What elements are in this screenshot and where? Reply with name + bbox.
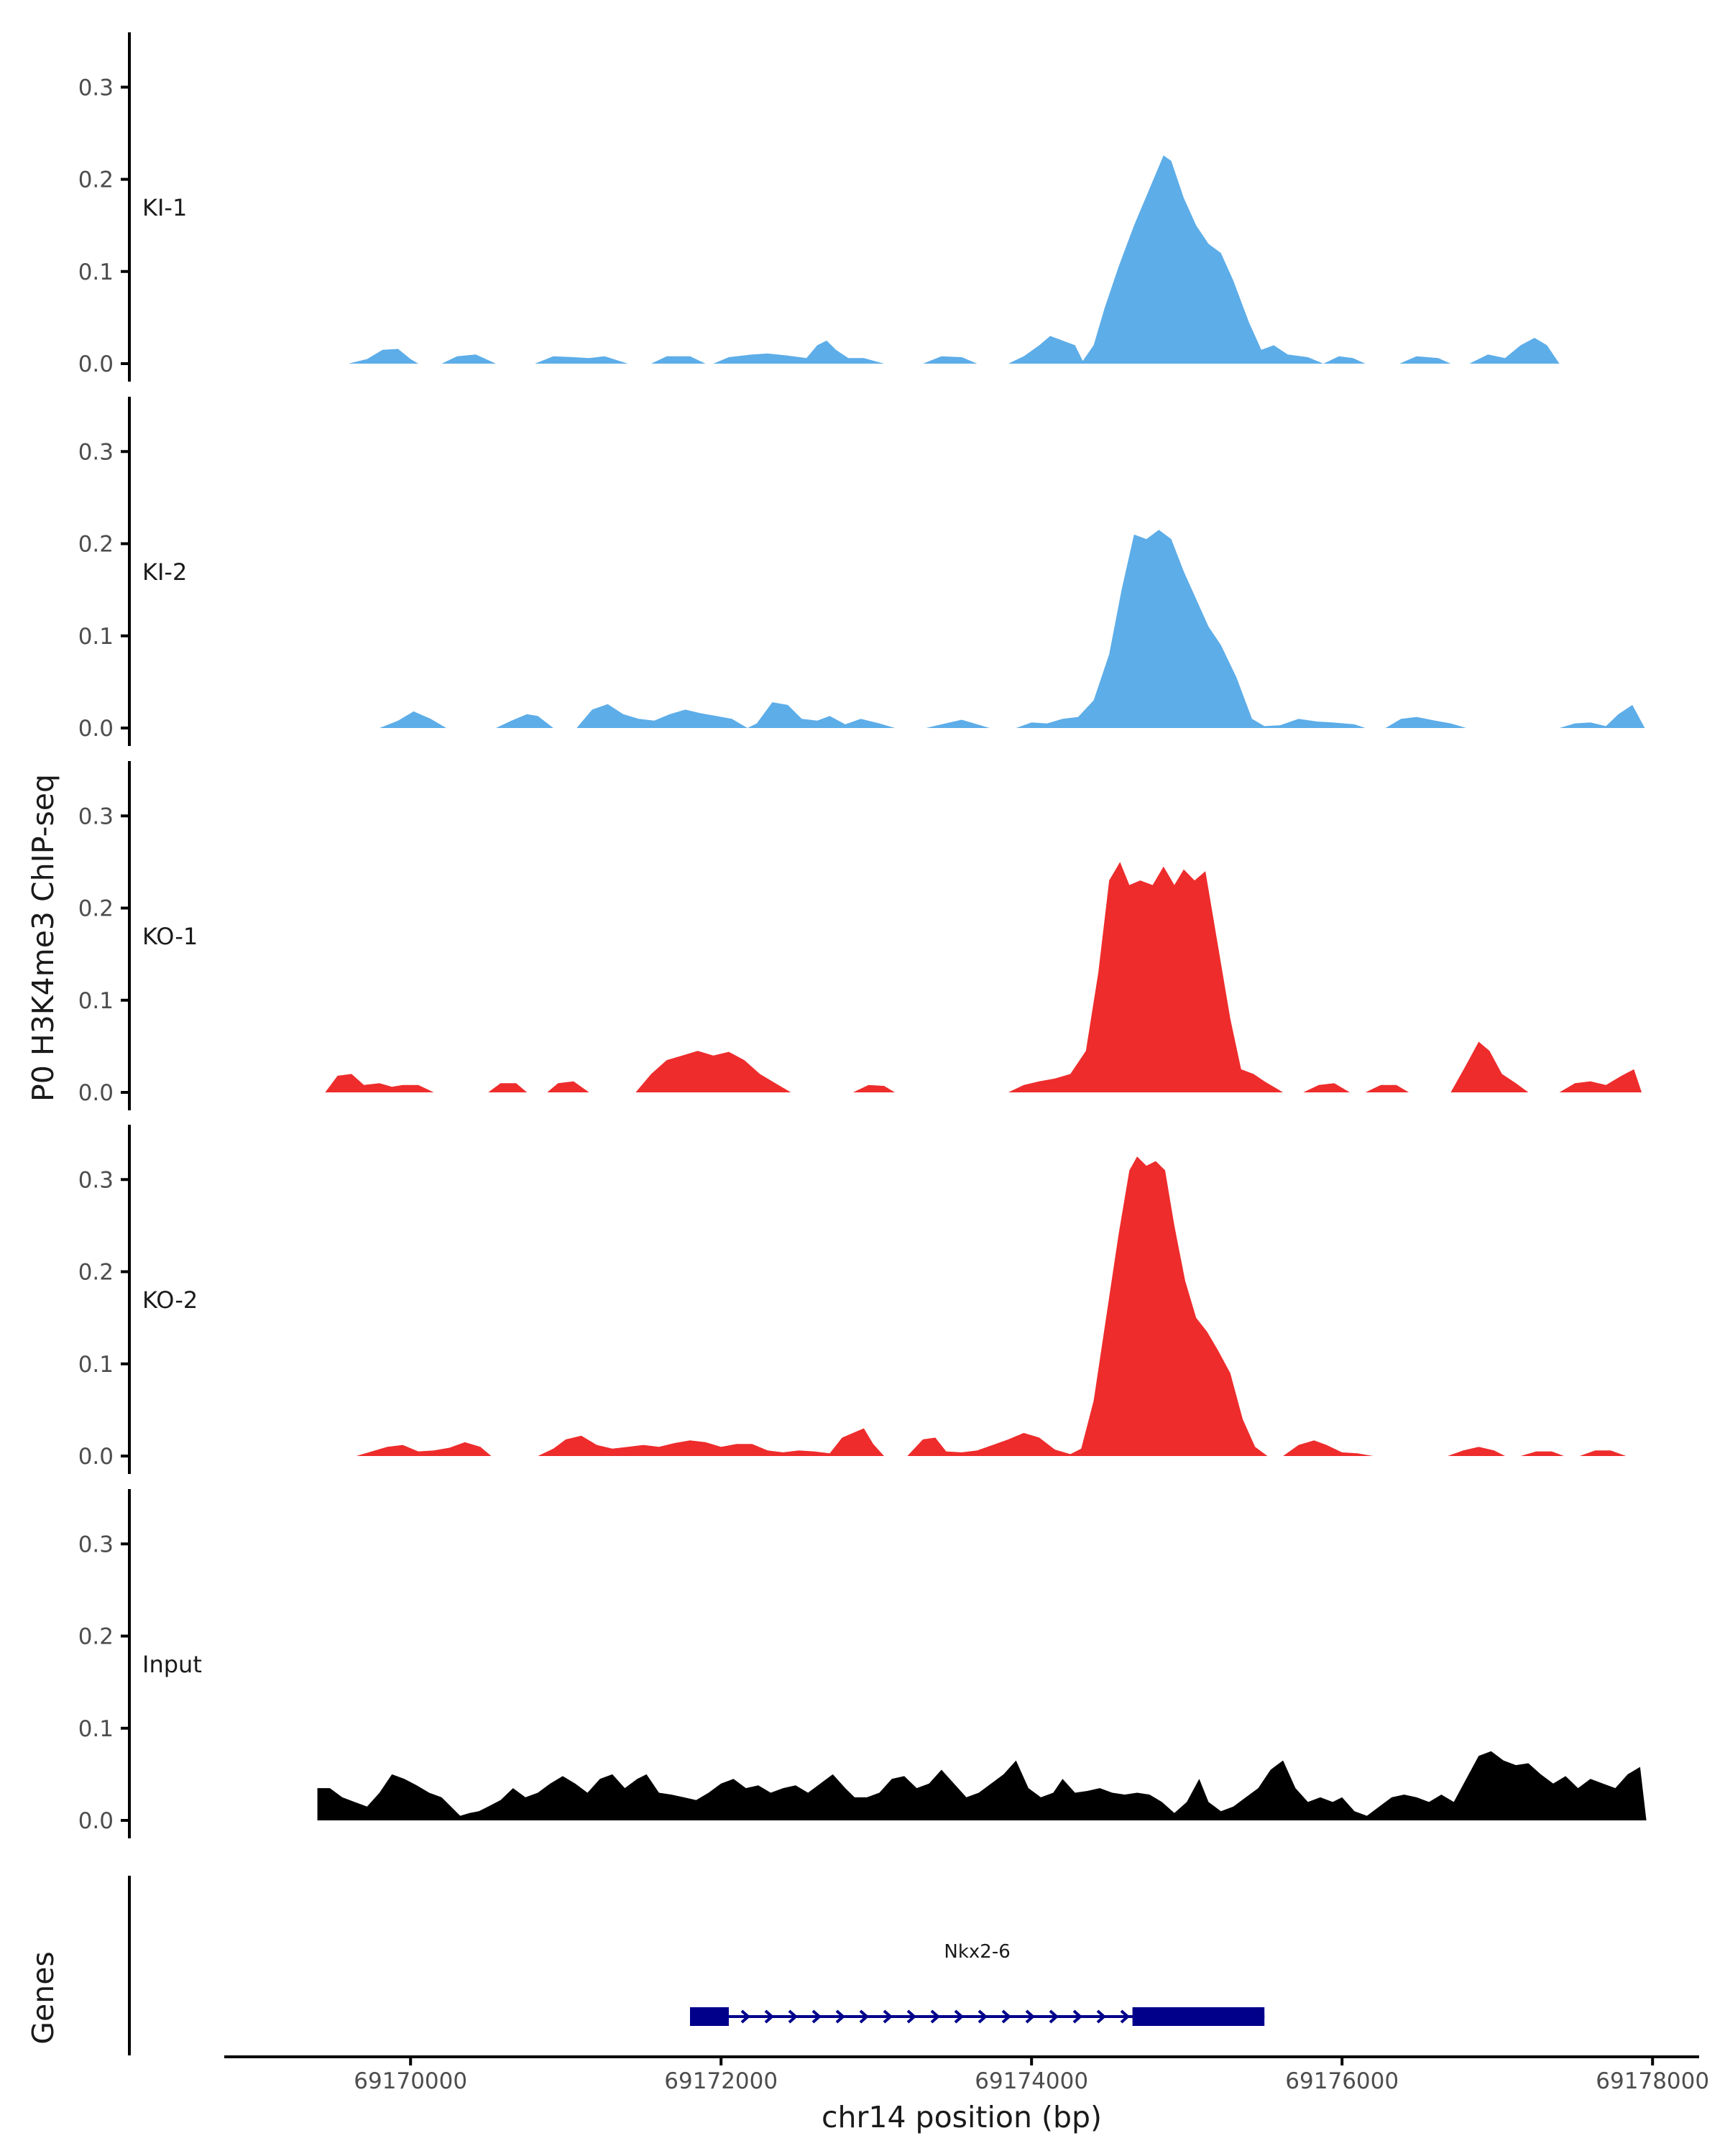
y-tick-label: 0.2 — [78, 1260, 114, 1286]
track-ko-1: 0.0 0.1 0.2 0.3 KO-1 — [78, 761, 1642, 1110]
track-ko-2: 0.0 0.1 0.2 0.3 KO-2 — [78, 1125, 1627, 1474]
y-tick-label: 0.0 — [78, 716, 114, 742]
strand-arrow-icon — [1049, 2009, 1059, 2024]
y-tick-label: 0.3 — [78, 803, 114, 829]
track-label-input: Input — [142, 1651, 202, 1678]
coverage-area-ko-2 — [1520, 1451, 1565, 1456]
y-tick-label: 0.0 — [78, 351, 114, 377]
x-tick-label: 69176000 — [1285, 2068, 1399, 2094]
coverage-area-ko-2 — [1283, 1440, 1374, 1456]
coverage-area-input — [317, 1751, 1647, 1820]
coverage-area-ki-1 — [713, 340, 884, 364]
coverage-area-ki-1 — [348, 349, 418, 364]
x-axis-title: chr14 position (bp) — [822, 2100, 1102, 2134]
track-ki-2: 0.0 0.1 0.2 0.3 KI-2 — [78, 397, 1645, 746]
strand-arrow-icon — [1001, 2009, 1012, 2024]
y-tick-label: 0.3 — [78, 1531, 114, 1557]
coverage-area-ko-1 — [325, 1074, 434, 1092]
coverage-area-ko-2 — [1579, 1450, 1627, 1456]
y-tick-label: 0.1 — [78, 988, 114, 1014]
gene-model — [690, 2007, 1265, 2026]
track-label-ki-2: KI-2 — [142, 558, 187, 586]
y-tick-label: 0.1 — [78, 624, 114, 650]
coverage-area-ki-1 — [1469, 338, 1560, 364]
gene-track: Nkx2-6 — [128, 1876, 1265, 2055]
y-tick-label: 0.3 — [78, 439, 114, 465]
x-tick-label: 69174000 — [975, 2068, 1088, 2094]
coverage-area-ki-1 — [441, 354, 496, 364]
gene-name-label: Nkx2-6 — [944, 1941, 1010, 1963]
strand-arrow-icon — [1120, 2009, 1131, 2024]
coverage-area-ko-1 — [1559, 1069, 1642, 1092]
genes-track-title: Genes — [26, 1951, 60, 2045]
y-tick-label: 0.0 — [78, 1444, 114, 1470]
coverage-area-ko-1 — [852, 1084, 896, 1092]
coverage-area-ki-2 — [926, 719, 990, 728]
coverage-area-ki-1 — [923, 356, 978, 364]
y-tick-label: 0.0 — [78, 1080, 114, 1106]
y-tick-label: 0.2 — [78, 1624, 114, 1650]
strand-arrow-icon — [1072, 2009, 1083, 2024]
track-input: 0.0 0.1 0.2 0.3 Input — [78, 1489, 1647, 1838]
coverage-area-ki-2 — [1385, 717, 1466, 728]
strand-arrow-icon — [764, 2009, 775, 2024]
coverage-area-ko-2 — [538, 1428, 884, 1456]
y-tick-label: 0.2 — [78, 896, 114, 922]
x-axis: 69170000 69172000 69174000 69176000 69178000… — [224, 2055, 1709, 2134]
strand-arrow-icon — [1096, 2009, 1107, 2024]
coverage-area-ko-1 — [1450, 1041, 1529, 1092]
coverage-area-ko-1 — [488, 1083, 528, 1092]
strand-arrow-icon — [954, 2009, 965, 2024]
track-label-ki-1: KI-1 — [142, 194, 187, 221]
strand-arrow-icon — [930, 2009, 941, 2024]
coverage-area-ki-1 — [1008, 155, 1366, 364]
y-axis-title: P0 H3K4me3 ChIP-seq — [26, 774, 60, 1102]
strand-arrow-icon — [906, 2009, 917, 2024]
y-tick-label: 0.0 — [78, 1808, 114, 1834]
strand-arrow-icon — [835, 2009, 846, 2024]
coverage-area-ki-2 — [1016, 530, 1366, 728]
coverage-area-ko-1 — [635, 1051, 791, 1092]
coverage-area-ki-2 — [380, 711, 446, 728]
coverage-area-ki-1 — [651, 356, 706, 364]
x-axis-ticks: 69170000 69172000 69174000 69176000 69178000 — [354, 2057, 1709, 2094]
x-tick-label: 69170000 — [354, 2068, 467, 2094]
strand-arrow-icon — [788, 2009, 799, 2024]
coverage-area-ko-2 — [356, 1442, 492, 1456]
strand-arrow-icon — [811, 2009, 822, 2024]
coverage-area-ko-1 — [547, 1081, 589, 1092]
coverage-area-ko-1 — [1303, 1083, 1350, 1092]
strand-arrow-icon — [978, 2009, 988, 2024]
track-ki-1: 0.0 0.1 0.2 0.3 KI-1 — [78, 32, 1560, 382]
y-tick-label: 0.1 — [78, 1716, 114, 1742]
coverage-area-ki-2 — [576, 702, 896, 728]
track-label-ko-1: KO-1 — [142, 923, 198, 950]
y-tick-label: 0.1 — [78, 259, 114, 285]
track-label-ko-2: KO-2 — [142, 1286, 198, 1314]
y-tick-label: 0.2 — [78, 532, 114, 558]
y-tick-label: 0.2 — [78, 167, 114, 193]
x-tick-label: 69172000 — [664, 2068, 778, 2094]
coverage-tracks: 0.00.10.20.3KI-10.00.10.20.3KI-20.00.10.… — [78, 32, 1647, 1838]
strand-arrow-icon — [883, 2009, 893, 2024]
x-tick-label: 69178000 — [1596, 2068, 1709, 2094]
coverage-area-ki-1 — [535, 356, 628, 364]
gene-exon — [1132, 2007, 1265, 2026]
coverage-area-ki-2 — [1559, 704, 1645, 728]
coverage-area-ko-1 — [1008, 862, 1284, 1092]
strand-arrow-icon — [740, 2009, 751, 2024]
coverage-area-ko-1 — [1365, 1084, 1409, 1092]
gene-exon — [690, 2007, 729, 2026]
coverage-area-ki-1 — [1399, 356, 1451, 364]
y-tick-label: 0.3 — [78, 75, 114, 101]
strand-arrow-icon — [859, 2009, 870, 2024]
coverage-area-ko-2 — [907, 1156, 1268, 1456]
coverage-area-ki-2 — [496, 714, 553, 728]
strand-arrow-icon — [1025, 2009, 1036, 2024]
y-tick-label: 0.1 — [78, 1352, 114, 1378]
y-tick-label: 0.3 — [78, 1167, 114, 1193]
coverage-area-ko-2 — [1448, 1447, 1505, 1456]
